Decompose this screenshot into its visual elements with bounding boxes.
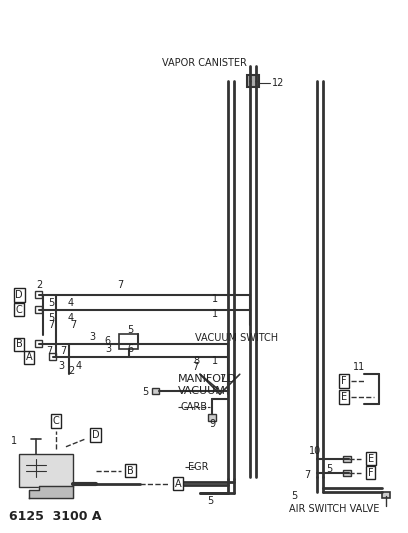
- Bar: [35, 306, 42, 313]
- Text: 7: 7: [192, 362, 198, 373]
- Text: 7: 7: [60, 346, 66, 357]
- Text: 1: 1: [212, 294, 218, 304]
- Text: 4: 4: [76, 361, 82, 372]
- Text: 3: 3: [90, 332, 96, 342]
- Text: EGR: EGR: [188, 462, 208, 472]
- Bar: [19, 454, 73, 488]
- Text: A: A: [26, 352, 33, 362]
- Text: 3: 3: [106, 344, 112, 354]
- Text: 5: 5: [48, 313, 54, 322]
- Polygon shape: [29, 487, 73, 498]
- Text: E: E: [341, 392, 347, 402]
- Bar: [152, 388, 159, 394]
- Text: 1: 1: [212, 357, 218, 366]
- Text: B: B: [16, 340, 22, 350]
- Text: 5: 5: [326, 464, 332, 474]
- Text: MANIFOLD
VACUUM: MANIFOLD VACUUM: [178, 374, 237, 396]
- Text: 4: 4: [68, 298, 74, 308]
- Bar: [49, 353, 56, 360]
- Text: F: F: [341, 376, 347, 386]
- Text: C: C: [53, 416, 60, 426]
- Text: E: E: [368, 454, 374, 464]
- Text: F: F: [368, 467, 374, 478]
- Text: 7: 7: [70, 320, 76, 329]
- Text: VACUUM SWITCH: VACUUM SWITCH: [195, 333, 278, 343]
- Text: 9: 9: [209, 419, 215, 429]
- Text: 7: 7: [46, 346, 52, 357]
- Text: D: D: [92, 430, 100, 440]
- Text: 6125  3100 A: 6125 3100 A: [9, 510, 102, 523]
- Text: 6: 6: [127, 344, 133, 354]
- Text: 4: 4: [68, 313, 74, 322]
- Text: 6: 6: [104, 336, 111, 346]
- Bar: [35, 291, 42, 298]
- Text: 5: 5: [291, 491, 297, 502]
- Text: CARB: CARB: [180, 402, 207, 412]
- Text: 2: 2: [68, 366, 74, 376]
- Text: VAPOR CANISTER: VAPOR CANISTER: [162, 59, 246, 68]
- Text: 7: 7: [304, 470, 310, 480]
- Text: 12: 12: [272, 78, 284, 88]
- Text: 11: 11: [353, 362, 365, 373]
- Text: 7: 7: [219, 374, 225, 384]
- Text: 1: 1: [212, 309, 218, 319]
- Bar: [247, 75, 259, 87]
- Text: 3: 3: [58, 361, 64, 372]
- Bar: [119, 334, 138, 350]
- Text: 7: 7: [118, 280, 124, 290]
- Text: 7: 7: [48, 320, 54, 329]
- Text: 10: 10: [309, 446, 322, 456]
- Bar: [382, 492, 390, 498]
- Bar: [208, 414, 216, 421]
- Text: 8: 8: [193, 357, 199, 366]
- Text: D: D: [16, 290, 23, 300]
- Bar: [343, 470, 351, 475]
- Text: 5: 5: [207, 496, 213, 506]
- Text: AIR SWITCH VALVE: AIR SWITCH VALVE: [289, 504, 380, 514]
- Text: A: A: [175, 479, 182, 489]
- Bar: [35, 341, 42, 348]
- Text: B: B: [127, 466, 134, 475]
- Text: 5: 5: [142, 387, 149, 397]
- Text: C: C: [16, 305, 22, 314]
- Bar: [343, 456, 351, 462]
- Text: 2: 2: [36, 280, 42, 290]
- Text: 5: 5: [48, 298, 54, 308]
- Text: 5: 5: [127, 325, 134, 335]
- Text: 1: 1: [11, 436, 18, 446]
